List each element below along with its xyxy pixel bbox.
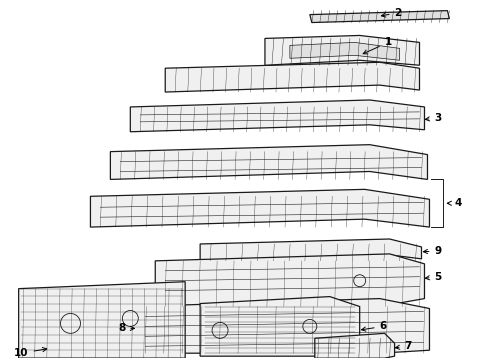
- Text: 6: 6: [362, 321, 387, 332]
- Polygon shape: [165, 62, 419, 92]
- Text: 3: 3: [425, 113, 441, 123]
- Polygon shape: [310, 11, 449, 23]
- Polygon shape: [200, 239, 421, 261]
- Polygon shape: [130, 100, 424, 132]
- Polygon shape: [315, 333, 394, 358]
- Polygon shape: [155, 254, 424, 306]
- Polygon shape: [19, 282, 185, 358]
- Polygon shape: [290, 42, 399, 60]
- Polygon shape: [91, 189, 429, 227]
- Polygon shape: [265, 35, 419, 65]
- Polygon shape: [135, 298, 429, 353]
- Text: 2: 2: [381, 8, 402, 18]
- Text: 9: 9: [423, 246, 441, 256]
- Text: 5: 5: [425, 272, 441, 282]
- Text: 1: 1: [363, 37, 392, 54]
- Text: 7: 7: [395, 341, 412, 351]
- Text: 8: 8: [118, 323, 134, 333]
- Text: 4: 4: [447, 198, 462, 208]
- Text: 10: 10: [14, 347, 47, 358]
- Polygon shape: [110, 145, 427, 179]
- Polygon shape: [200, 297, 360, 356]
